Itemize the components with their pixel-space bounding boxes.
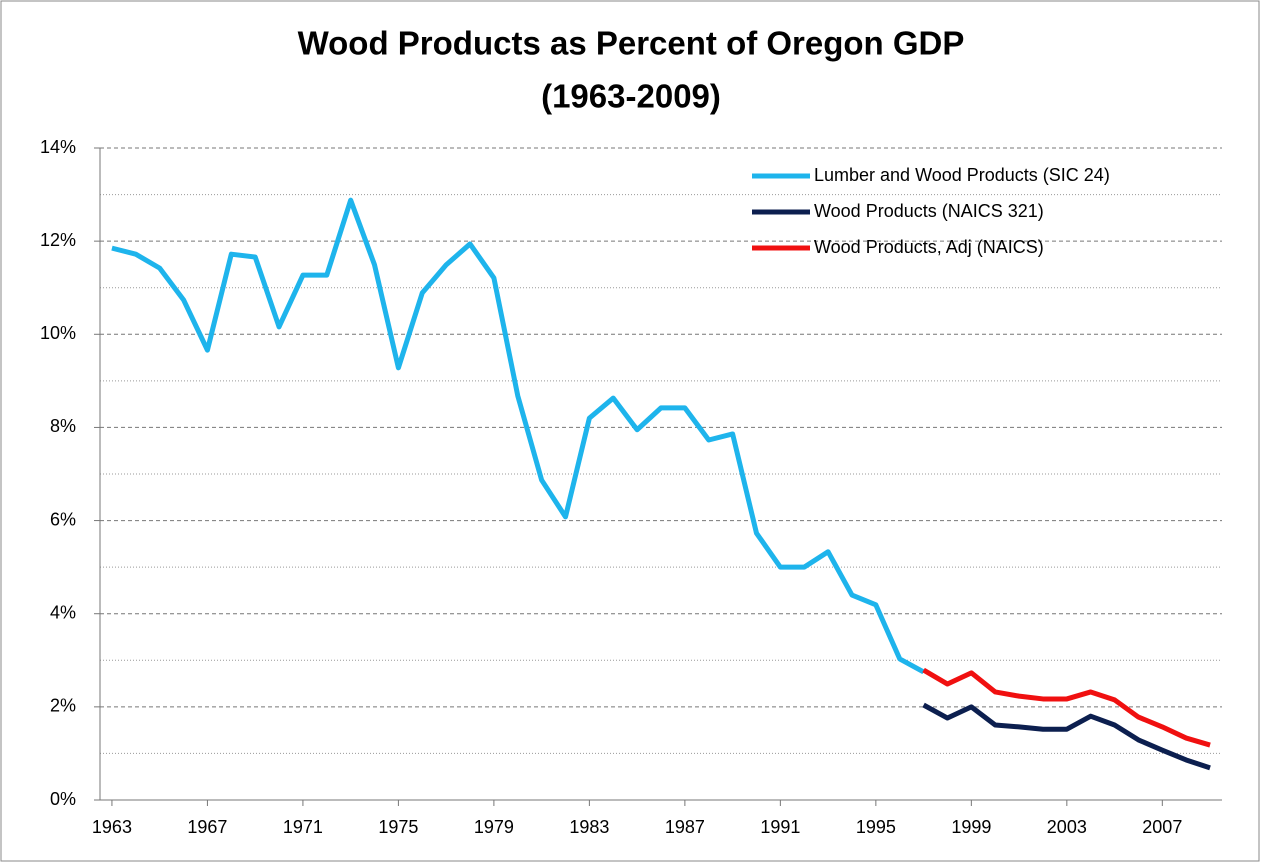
x-tick-label: 2007 — [1142, 817, 1182, 837]
legend-label: Lumber and Wood Products (SIC 24) — [814, 165, 1110, 185]
series-line — [111, 197, 925, 675]
x-tick-label: 1967 — [187, 817, 227, 837]
y-tick-label: 0% — [50, 789, 76, 809]
x-tick-label: 1983 — [569, 817, 609, 837]
x-tick-label: 1991 — [760, 817, 800, 837]
y-tick-label: 14% — [40, 137, 76, 157]
y-tick-label: 8% — [50, 416, 76, 436]
x-tick-label: 1979 — [474, 817, 514, 837]
series-line — [922, 667, 1211, 748]
y-tick-label: 10% — [40, 323, 76, 343]
x-tick-label: 1975 — [378, 817, 418, 837]
legend-label: Wood Products (NAICS 321) — [814, 201, 1044, 221]
y-tick-label: 6% — [50, 509, 76, 529]
x-tick-label: 1971 — [283, 817, 323, 837]
x-tick-label: 1987 — [665, 817, 705, 837]
y-tick-label: 12% — [40, 230, 76, 250]
y-tick-label: 4% — [50, 602, 76, 622]
legend-label: Wood Products, Adj (NAICS) — [814, 237, 1044, 257]
chart-title: (1963-2009) — [541, 78, 721, 115]
chart-title: Wood Products as Percent of Oregon GDP — [298, 25, 965, 62]
x-tick-label: 1999 — [951, 817, 991, 837]
x-tick-label: 1995 — [856, 817, 896, 837]
series-line — [922, 702, 1211, 771]
x-tick-label: 1963 — [92, 817, 132, 837]
x-tick-label: 2003 — [1047, 817, 1087, 837]
y-tick-label: 2% — [50, 696, 76, 716]
